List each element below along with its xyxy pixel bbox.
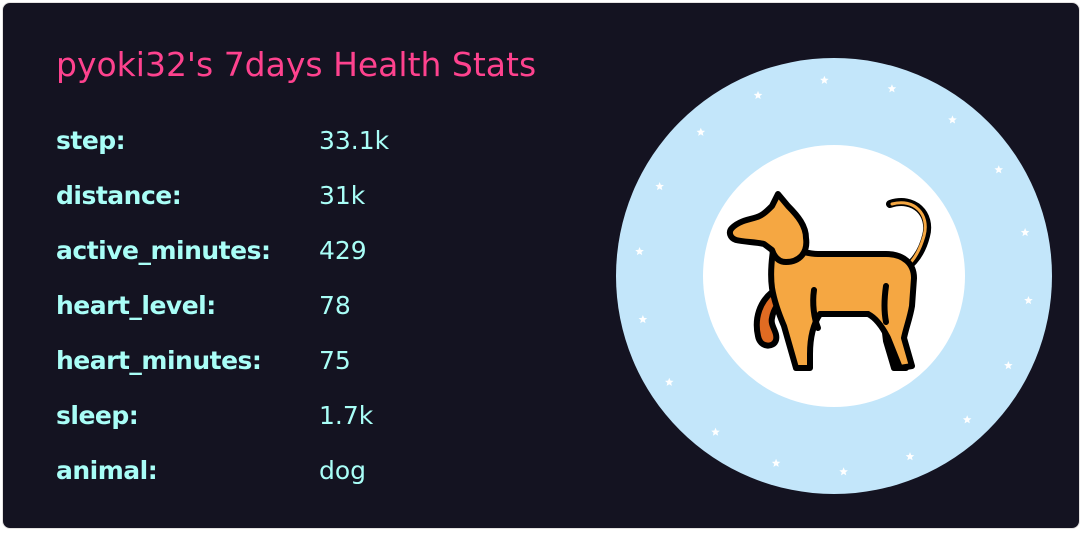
star-icon — [1020, 228, 1030, 237]
star-icon — [655, 181, 664, 191]
star-icon — [635, 246, 644, 256]
star-icon — [711, 427, 720, 436]
stat-row-heart-level: heart_level: 78 — [56, 278, 476, 333]
dog-head — [726, 191, 810, 265]
dog-icon — [726, 191, 932, 371]
star-icon — [820, 75, 829, 84]
stat-row-step: step: 33.1k — [56, 113, 476, 168]
stat-value: dog — [319, 456, 367, 485]
star-icon — [948, 115, 957, 124]
star-icon — [905, 452, 915, 461]
star-icon — [994, 165, 1004, 174]
stat-row-active-minutes: active_minutes: 429 — [56, 223, 476, 278]
stat-label: animal: — [56, 456, 158, 485]
dog-hind-line — [881, 283, 889, 325]
stat-value: 31k — [319, 181, 366, 210]
stat-label: active_minutes: — [56, 236, 271, 265]
star-icon — [962, 415, 972, 424]
stat-row-sleep: sleep: 1.7k — [56, 388, 476, 443]
star-icon — [638, 314, 648, 324]
stat-row-heart-minutes: heart_minutes: 75 — [56, 333, 476, 388]
stat-row-distance: distance: 31k — [56, 168, 476, 223]
dog-tail-fill — [890, 201, 927, 268]
stats-list: step: 33.1k distance: 31k active_minutes… — [56, 113, 476, 498]
dog-avatar — [616, 58, 1052, 494]
ring-stars — [635, 75, 1033, 476]
stat-label: heart_level: — [56, 291, 216, 320]
card-title: pyoki32's 7days Health Stats — [56, 45, 537, 84]
star-icon — [1004, 361, 1013, 370]
stat-value: 429 — [319, 236, 367, 265]
stat-label: step: — [56, 126, 126, 155]
stat-value: 33.1k — [319, 126, 390, 155]
dog-leg-line — [810, 287, 821, 331]
star-icon — [696, 127, 706, 136]
stat-label: distance: — [56, 181, 182, 210]
stat-value: 75 — [319, 346, 351, 375]
star-icon — [771, 458, 781, 467]
stat-label: sleep: — [56, 401, 139, 430]
star-icon — [664, 377, 674, 386]
stat-value: 1.7k — [319, 401, 374, 430]
star-icon — [887, 84, 897, 93]
star-icon — [839, 467, 848, 476]
stat-row-animal: animal: dog — [56, 443, 476, 498]
stat-value: 78 — [319, 291, 351, 320]
star-icon — [1024, 296, 1033, 305]
stat-label: heart_minutes: — [56, 346, 262, 375]
star-icon — [753, 90, 763, 99]
